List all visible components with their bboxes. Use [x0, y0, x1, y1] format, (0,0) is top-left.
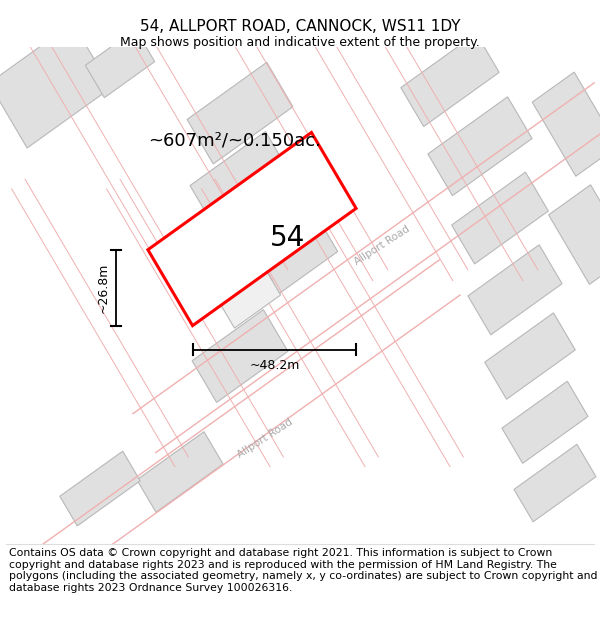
Polygon shape [514, 444, 596, 522]
Text: Allport Road: Allport Road [352, 224, 412, 268]
Polygon shape [232, 198, 338, 304]
Polygon shape [452, 172, 548, 264]
Text: Contains OS data © Crown copyright and database right 2021. This information is : Contains OS data © Crown copyright and d… [9, 548, 598, 593]
Text: ~48.2m: ~48.2m [249, 359, 299, 372]
Polygon shape [485, 313, 575, 399]
Polygon shape [0, 23, 111, 148]
Text: Allport Road: Allport Road [235, 418, 295, 461]
Polygon shape [190, 131, 290, 228]
Polygon shape [137, 432, 223, 512]
Polygon shape [85, 29, 155, 98]
Polygon shape [187, 62, 293, 164]
Text: ~607m²/~0.150ac.: ~607m²/~0.150ac. [149, 132, 322, 150]
Polygon shape [192, 309, 288, 402]
Polygon shape [148, 132, 356, 326]
Text: 54, ALLPORT ROAD, CANNOCK, WS11 1DY: 54, ALLPORT ROAD, CANNOCK, WS11 1DY [140, 19, 460, 34]
Text: 54: 54 [269, 224, 305, 252]
Polygon shape [60, 451, 140, 526]
Polygon shape [502, 381, 588, 463]
Polygon shape [468, 245, 562, 335]
Polygon shape [532, 72, 600, 176]
Polygon shape [428, 97, 532, 196]
Text: Map shows position and indicative extent of the property.: Map shows position and indicative extent… [120, 36, 480, 49]
Polygon shape [401, 34, 499, 126]
Polygon shape [215, 262, 281, 328]
Text: ~26.8m: ~26.8m [97, 262, 109, 313]
Polygon shape [548, 185, 600, 284]
